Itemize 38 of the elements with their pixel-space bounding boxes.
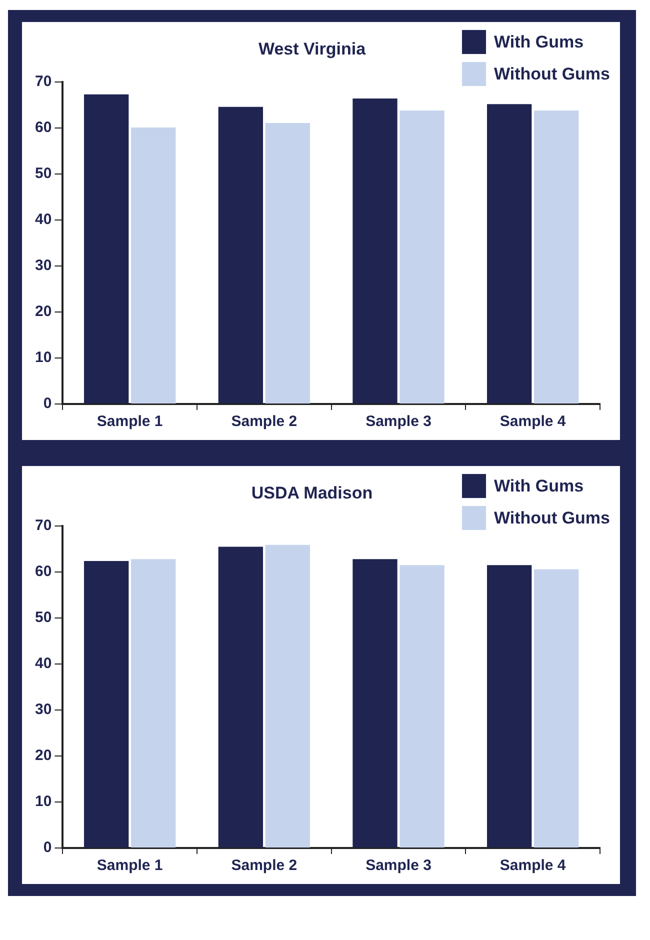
- y-tick-label: 40: [34, 211, 52, 228]
- bar: [131, 128, 176, 404]
- y-tick-label: 10: [34, 793, 52, 810]
- y-tick-label: 30: [34, 257, 52, 274]
- legend-label: Without Gums: [494, 508, 610, 528]
- y-tick-label: 0: [43, 839, 52, 856]
- y-tick-label: 60: [34, 119, 52, 136]
- bar: [265, 122, 310, 404]
- bar: [218, 106, 264, 404]
- y-tick-label: 70: [34, 73, 52, 90]
- chart-title: USDA Madison: [251, 484, 373, 503]
- x-tick-label: Sample 3: [366, 413, 432, 430]
- bar: [486, 104, 532, 404]
- y-tick-label: 50: [34, 165, 52, 182]
- bar: [352, 98, 398, 404]
- y-tick-label: 30: [34, 701, 52, 718]
- chart-title: West Virginia: [258, 40, 366, 59]
- legend-label: Without Gums: [494, 64, 610, 84]
- bar: [84, 94, 129, 404]
- legend-label: With Gums: [494, 32, 584, 52]
- x-tick-label: Sample 1: [96, 857, 163, 874]
- y-tick-label: 20: [34, 747, 52, 764]
- y-tick-label: 60: [34, 563, 52, 580]
- y-tick-label: 50: [34, 609, 52, 626]
- x-tick-label: Sample 4: [500, 857, 566, 874]
- x-tick-label: Sample 3: [366, 857, 432, 874]
- y-tick-label: 10: [34, 349, 52, 366]
- y-tick-label: 40: [34, 655, 52, 672]
- bar: [534, 110, 579, 404]
- x-tick-label: Sample 2: [231, 857, 298, 874]
- y-tick-label: 20: [34, 303, 52, 320]
- x-tick-label: Sample 1: [96, 413, 163, 430]
- legend-label: With Gums: [494, 476, 584, 496]
- x-tick-label: Sample 4: [500, 413, 566, 430]
- y-tick-label: 0: [43, 395, 52, 412]
- y-tick-label: 70: [34, 517, 52, 534]
- x-tick-label: Sample 2: [231, 413, 298, 430]
- bar: [400, 110, 444, 404]
